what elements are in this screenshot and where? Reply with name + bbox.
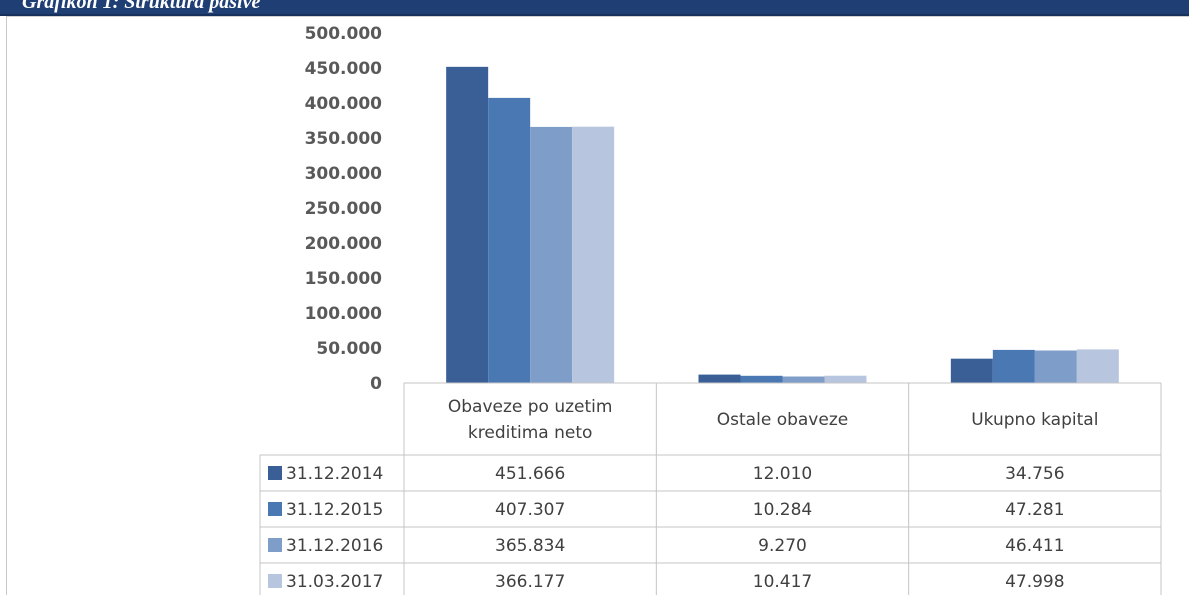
y-tick-label: 350.000 [305,129,383,149]
y-tick-label: 50.000 [316,339,382,359]
data-value-label: 365.834 [495,536,565,556]
data-value-label: 407.307 [495,500,565,520]
data-value-label: 12.010 [753,464,812,484]
bar-31-03-2017-3 [1076,349,1119,383]
y-tick-label: 200.000 [305,234,383,254]
data-value-label: 10.284 [753,500,812,520]
data-value-label: 366.177 [495,572,565,592]
bar-31-12-2014-2 [698,374,741,383]
y-tick-label: 300.000 [305,164,383,184]
data-value-label: 47.281 [1005,500,1064,520]
data-value-label: 451.666 [495,464,565,484]
bar-31-12-2016-2 [782,376,825,383]
legend-key-31-12-2015 [268,502,282,516]
bar-31-12-2015-3 [992,349,1035,383]
bar-31-12-2016-3 [1034,350,1077,383]
y-tick-label: 100.000 [305,304,383,324]
legend-label: 31.12.2016 [286,536,383,556]
y-tick-label: 0 [370,374,382,394]
bar-31-12-2015-2 [740,375,783,383]
legend-label: 31.12.2015 [286,500,383,520]
frame-left-border [6,16,7,595]
bar-31-03-2017-1 [572,126,615,384]
bar-31-12-2014-3 [950,358,993,383]
chart-title: Grafikon 1: Struktura pasive [22,0,261,13]
legend-key-31-12-2014 [268,466,282,480]
category-label: kreditima neto [468,423,593,443]
legend-label: 31.03.2017 [286,572,383,592]
title-bar: Grafikon 1: Struktura pasive [0,0,1189,16]
legend-label: 31.12.2014 [286,464,383,484]
bar-31-12-2015-1 [488,97,531,383]
y-tick-label: 150.000 [305,269,383,289]
y-tick-label: 500.000 [305,24,383,44]
data-value-label: 10.417 [753,572,812,592]
y-tick-label: 450.000 [305,59,383,79]
data-value-label: 47.998 [1005,572,1064,592]
y-tick-label: 400.000 [305,94,383,114]
category-label: Ostale obaveze [717,410,848,430]
category-label: Ukupno kapital [971,410,1098,430]
category-label: Obaveze po uzetim [448,397,613,417]
frame-top-border [6,16,1189,17]
bar-31-12-2016-1 [530,126,573,383]
data-value-label: 9.270 [758,536,807,556]
legend-key-31-03-2017 [268,574,282,588]
data-value-label: 34.756 [1005,464,1064,484]
data-value-label: 46.411 [1005,536,1064,556]
bar-31-03-2017-2 [824,375,867,383]
bar-31-12-2014-1 [446,66,489,383]
y-tick-label: 250.000 [305,199,383,219]
legend-key-31-12-2016 [268,538,282,552]
